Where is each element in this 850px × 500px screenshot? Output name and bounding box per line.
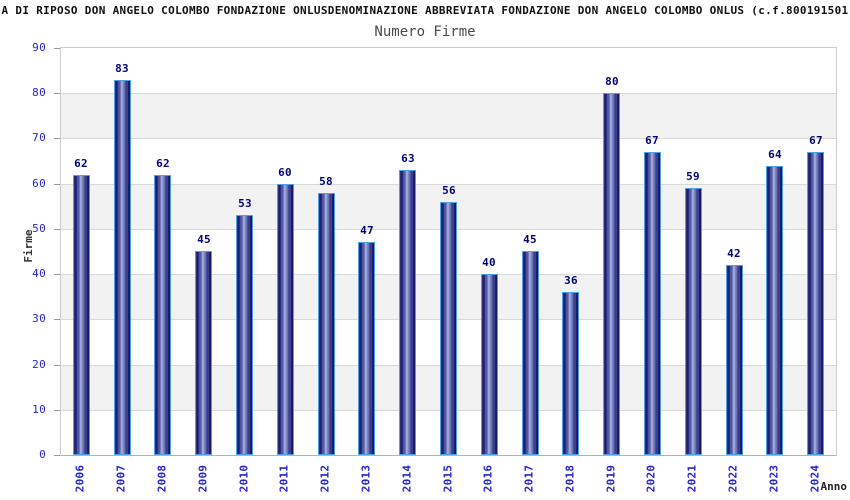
bar-value-label: 45 bbox=[523, 233, 537, 246]
bar-value-label: 45 bbox=[197, 233, 211, 246]
bar bbox=[73, 175, 90, 455]
y-tick-mark bbox=[54, 184, 60, 185]
y-tick-label: 80 bbox=[32, 86, 46, 99]
x-tick-label: 2015 bbox=[441, 464, 455, 493]
bar bbox=[807, 152, 824, 455]
y-tick-label: 70 bbox=[32, 131, 46, 144]
y-tick-label: 90 bbox=[32, 41, 46, 54]
y-tick-label: 60 bbox=[32, 177, 46, 190]
y-tick-mark bbox=[54, 365, 60, 366]
bar bbox=[399, 170, 416, 455]
y-tick-label: 30 bbox=[32, 312, 46, 325]
x-tick-label: 2024 bbox=[808, 464, 822, 493]
x-tick-label: 2007 bbox=[114, 464, 128, 493]
x-tick-label: 2023 bbox=[767, 464, 781, 493]
bar-value-label: 83 bbox=[115, 62, 129, 75]
bar bbox=[440, 202, 457, 455]
y-tick-mark bbox=[54, 455, 60, 456]
bar bbox=[562, 292, 579, 455]
y-tick-mark bbox=[54, 138, 60, 139]
y-tick-label: 40 bbox=[32, 267, 46, 280]
bar bbox=[114, 80, 131, 455]
bar bbox=[685, 188, 702, 455]
x-tick-label: 2010 bbox=[237, 464, 251, 493]
bar-value-label: 60 bbox=[278, 166, 292, 179]
bar-value-label: 58 bbox=[319, 175, 333, 188]
bar bbox=[318, 193, 335, 455]
bar bbox=[195, 251, 212, 455]
plot-area: 62 83 62 45 53 60 58 47 63 56 40 45 36 80 67 59 42 64 67 bbox=[60, 47, 837, 456]
bar bbox=[358, 242, 375, 455]
y-tick-mark bbox=[54, 319, 60, 320]
grid-band bbox=[61, 138, 836, 184]
bar bbox=[603, 93, 620, 455]
y-tick-mark bbox=[54, 410, 60, 411]
grid-line bbox=[61, 93, 836, 94]
x-tick-label: 2021 bbox=[685, 464, 699, 493]
x-tick-label: 2022 bbox=[726, 464, 740, 493]
grid-band bbox=[61, 93, 836, 139]
chart-title: A DI RIPOSO DON ANGELO COLOMBO FONDAZION… bbox=[1, 4, 849, 17]
x-tick-label: 2012 bbox=[318, 464, 332, 493]
bar-value-label: 64 bbox=[768, 148, 782, 161]
y-tick-label: 0 bbox=[39, 448, 46, 461]
x-tick-label: 2018 bbox=[563, 464, 577, 493]
y-tick-label: 20 bbox=[32, 358, 46, 371]
y-tick-label: 50 bbox=[32, 222, 46, 235]
bar-value-label: 53 bbox=[238, 197, 252, 210]
bar-value-label: 40 bbox=[482, 256, 496, 269]
y-tick-label: 10 bbox=[32, 403, 46, 416]
bar bbox=[766, 166, 783, 455]
y-tick-mark bbox=[54, 48, 60, 49]
x-tick-label: 2019 bbox=[604, 464, 618, 493]
bar-value-label: 62 bbox=[156, 157, 170, 170]
bar-value-label: 67 bbox=[645, 134, 659, 147]
bar bbox=[726, 265, 743, 455]
x-tick-label: 2017 bbox=[522, 464, 536, 493]
x-tick-label: 2014 bbox=[400, 464, 414, 493]
bar-value-label: 67 bbox=[809, 134, 823, 147]
x-tick-label: 2020 bbox=[644, 464, 658, 493]
grid-band bbox=[61, 48, 836, 94]
bar bbox=[236, 215, 253, 455]
x-tick-label: 2011 bbox=[277, 464, 291, 493]
grid-line bbox=[61, 138, 836, 139]
y-tick-mark bbox=[54, 274, 60, 275]
x-tick-label: 2006 bbox=[73, 464, 87, 493]
x-tick-label: 2013 bbox=[359, 464, 373, 493]
y-tick-mark bbox=[54, 229, 60, 230]
x-axis-title: Anno bbox=[820, 480, 848, 493]
x-tick-label: 2008 bbox=[155, 464, 169, 493]
bar-value-label: 47 bbox=[360, 224, 374, 237]
bar bbox=[481, 274, 498, 455]
y-tick-mark bbox=[54, 93, 60, 94]
bar-value-label: 36 bbox=[564, 274, 578, 287]
x-tick-label: 2009 bbox=[196, 464, 210, 493]
chart-subtitle: Numero Firme bbox=[374, 24, 476, 40]
x-tick-label: 2016 bbox=[481, 464, 495, 493]
bar-value-label: 56 bbox=[442, 184, 456, 197]
bar-value-label: 42 bbox=[727, 247, 741, 260]
bar bbox=[644, 152, 661, 455]
bar bbox=[154, 175, 171, 455]
bar-value-label: 63 bbox=[401, 152, 415, 165]
bar-value-label: 62 bbox=[74, 157, 88, 170]
bar-value-label: 80 bbox=[605, 75, 619, 88]
bar bbox=[277, 184, 294, 455]
grid-line bbox=[61, 184, 836, 185]
bar bbox=[522, 251, 539, 455]
bar-value-label: 59 bbox=[686, 170, 700, 183]
